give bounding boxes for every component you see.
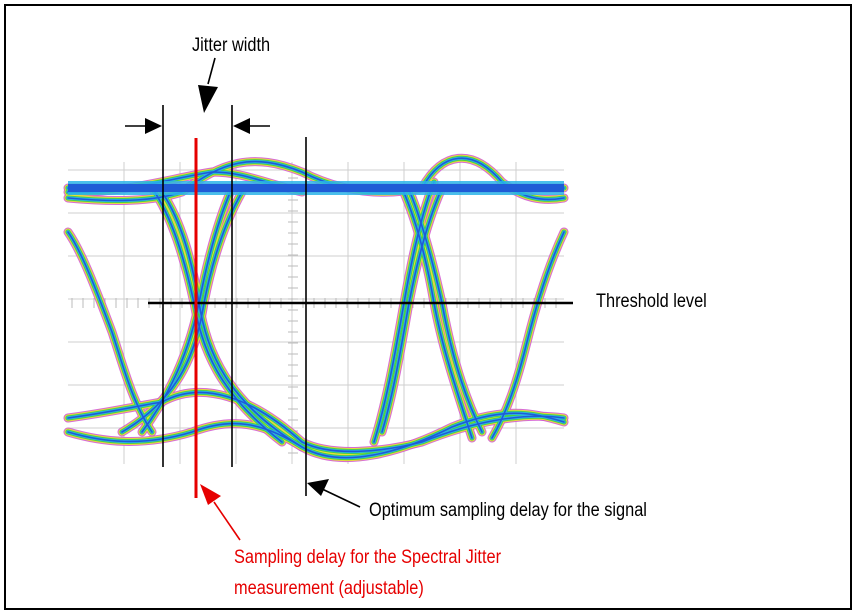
eye-trace: [67, 231, 153, 433]
jitter-width-arrow-icon: [198, 57, 218, 113]
eye-trace: [161, 191, 303, 448]
eye-trace: [67, 391, 565, 453]
spectral-pointer-arrow-icon: [200, 484, 241, 541]
eye-diagram: [63, 57, 573, 541]
optimum-pointer-arrow-icon: [307, 479, 361, 508]
spectral-sampling-label-line2: measurement (adjustable): [234, 578, 424, 599]
right-bracket-arrow-icon: [233, 118, 270, 134]
jitter-width-label: Jitter width: [192, 35, 271, 56]
eye-trace: [491, 231, 565, 439]
diagram-frame: Jitter width Threshold level Optimum sam…: [4, 4, 852, 610]
spectral-sampling-label-line1: Sampling delay for the Spectral Jitter: [234, 547, 502, 568]
left-bracket-arrow-icon: [125, 118, 162, 134]
threshold-level-label: Threshold level: [596, 291, 707, 312]
optimum-sampling-label: Optimum sampling delay for the signal: [369, 500, 647, 521]
eye-top-rail-core: [68, 184, 564, 192]
